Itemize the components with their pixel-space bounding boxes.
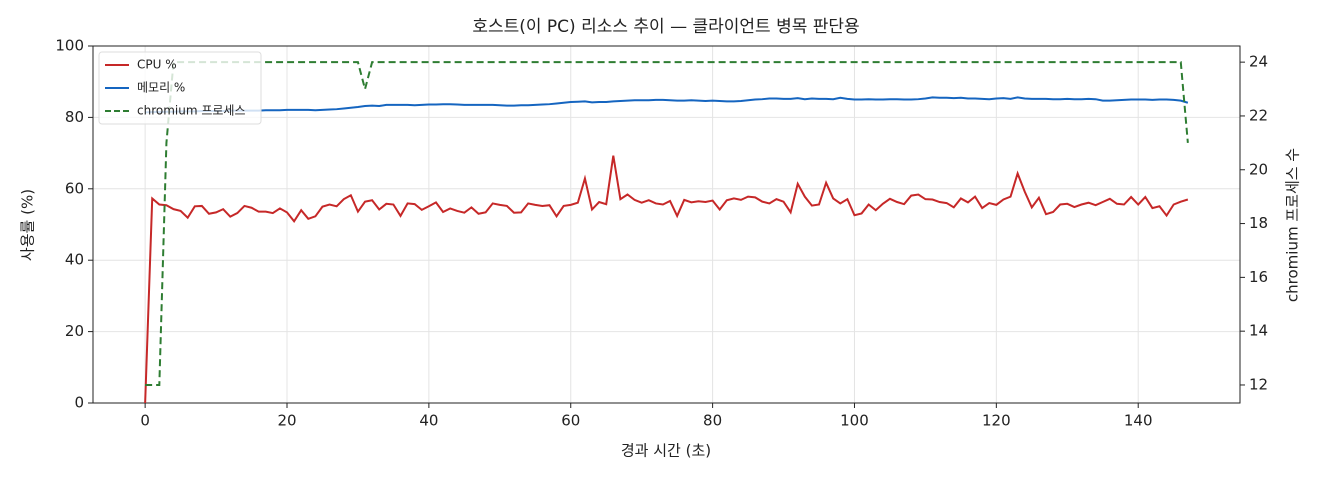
legend-label: chromium 프로세스 xyxy=(137,104,246,118)
y2-tick-label: 24 xyxy=(1249,53,1268,71)
legend-label: CPU % xyxy=(137,58,177,72)
data-line xyxy=(144,155,1189,404)
x-tick-label: 0 xyxy=(140,412,150,430)
legend-label: 메모리 % xyxy=(137,81,185,95)
y2-tick-label: 22 xyxy=(1249,106,1268,124)
y2-axis-label: chromium 프로세스 수 xyxy=(1284,148,1302,302)
chart-title: 호스트(이 PC) 리소스 추이 — 클라이언트 병목 판단용 xyxy=(472,17,859,37)
y-tick-label: 100 xyxy=(55,37,84,55)
y2-tick-label: 16 xyxy=(1249,268,1268,286)
legend-box xyxy=(98,51,262,125)
y-tick-label: 60 xyxy=(65,179,84,197)
legend: CPU % 메모리 % chromium 프로세스 xyxy=(98,51,262,125)
x-tick-label: 40 xyxy=(419,412,438,430)
y2-tick-label: 18 xyxy=(1249,214,1268,232)
x-tick-label: 100 xyxy=(840,412,869,430)
y2-tick-label: 20 xyxy=(1249,160,1268,178)
x-axis-label: 경과 시간 (초) xyxy=(621,442,711,460)
y-tick-label: 80 xyxy=(65,108,84,126)
y2-tick-label: 12 xyxy=(1249,375,1268,393)
y-axis-label: 사용률 (%) xyxy=(19,189,37,261)
x-tick-label: 60 xyxy=(561,412,580,430)
plot-frame xyxy=(92,45,1241,404)
y-tick-label: 20 xyxy=(65,322,84,340)
y-tick-label: 0 xyxy=(74,394,84,412)
data-line xyxy=(145,61,1189,386)
x-tick-label: 20 xyxy=(277,412,296,430)
y-tick-label: 40 xyxy=(65,251,84,269)
y2-tick-label: 14 xyxy=(1249,322,1268,340)
data-line xyxy=(145,96,1189,114)
x-tick-label: 140 xyxy=(1124,412,1153,430)
x-tick-label: 120 xyxy=(982,412,1011,430)
x-tick-label: 80 xyxy=(703,412,722,430)
